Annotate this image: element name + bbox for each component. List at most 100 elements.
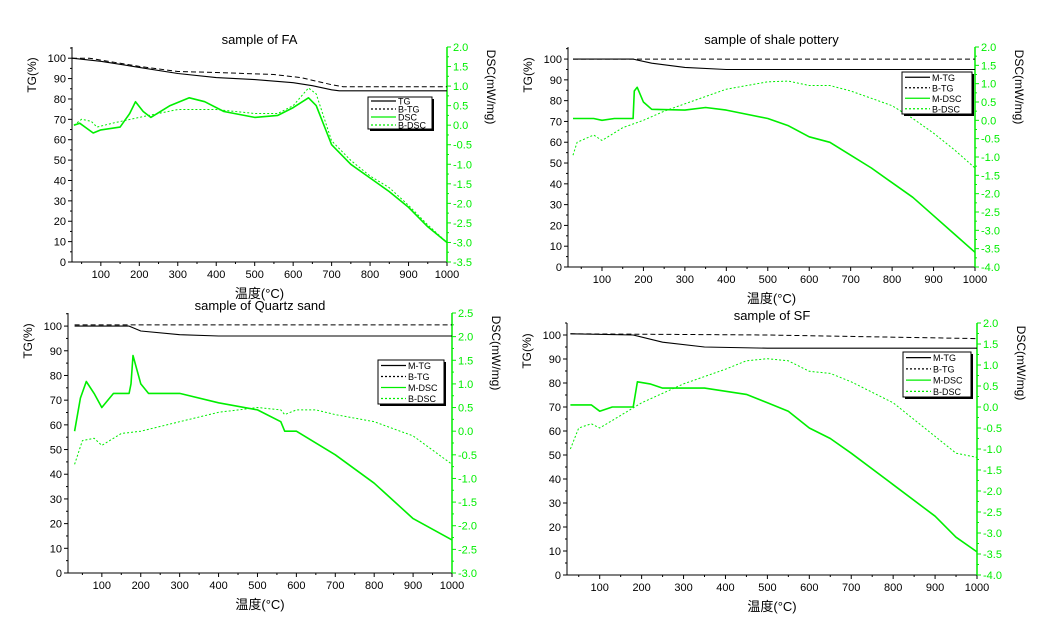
x-tick-label: 200	[632, 582, 650, 594]
legend-label: B-TG	[933, 364, 955, 374]
x-tick-label: 300	[169, 269, 187, 281]
y2-tick-label: 1.5	[983, 339, 998, 351]
y-tick-label: 70	[54, 114, 66, 126]
x-tick-label: 700	[326, 580, 344, 592]
x-tick-label: 500	[758, 582, 776, 594]
series-line-m-dsc	[570, 381, 978, 553]
x-tick-label: 200	[132, 580, 150, 592]
x-tick-label: 800	[361, 269, 379, 281]
series-line-dsc	[73, 97, 448, 244]
y-tick-label: 60	[50, 420, 62, 432]
x-axis-label: 温度(°C)	[747, 291, 796, 306]
y2-tick-label: -2.0	[983, 486, 1002, 498]
y2-tick-label: -3.0	[981, 225, 1000, 237]
y2-tick-label: 0.0	[453, 120, 468, 132]
y2-tick-label: 2.0	[981, 42, 996, 54]
y2-tick-label: -2.0	[981, 189, 1000, 201]
series-line-m-tg	[570, 333, 977, 349]
series-line-tg	[71, 57, 447, 92]
y-axis-label: TG(%)	[521, 57, 535, 92]
x-tick-label: 600	[800, 274, 818, 286]
y2-tick-label: -2.0	[453, 198, 472, 210]
y2-tick-label: 0.5	[983, 381, 998, 393]
legend-label: M-DSC	[932, 94, 962, 104]
legend-label: B-TG	[932, 83, 954, 93]
y-tick-label: 20	[50, 519, 62, 531]
y2-tick-label: -1.0	[981, 152, 1000, 164]
y-tick-label: 60	[54, 135, 66, 147]
y2-tick-label: -1.5	[453, 179, 472, 191]
y2-tick-label: -0.5	[983, 423, 1002, 435]
x-tick-label: 800	[883, 274, 901, 286]
y-axis-label: TG(%)	[520, 333, 534, 368]
chart-title: sample of SF	[734, 308, 811, 323]
y-tick-label: 10	[549, 546, 561, 558]
x-tick-label: 100	[93, 580, 111, 592]
y2-tick-label: 0.5	[458, 403, 473, 415]
series-line-m-dsc	[73, 354, 453, 541]
x-axis-label: 温度(°C)	[235, 286, 284, 301]
x-tick-label: 300	[676, 274, 694, 286]
y2-tick-label: -3.0	[983, 528, 1002, 540]
y-tick-label: 40	[54, 175, 66, 187]
x-tick-label: 100	[92, 269, 110, 281]
y2-tick-label: -4.0	[983, 570, 1002, 582]
y2-tick-label: 2.0	[983, 318, 998, 330]
y-tick-label: 40	[549, 474, 561, 486]
x-tick-label: 400	[717, 274, 735, 286]
y2-tick-label: -0.5	[458, 450, 477, 462]
y2-axis-label: DSC(mW/mg)	[484, 50, 498, 125]
y-tick-label: 90	[549, 354, 561, 366]
x-tick-label: 900	[404, 580, 422, 592]
y2-tick-label: 2.5	[458, 308, 473, 320]
y2-tick-label: -1.0	[983, 444, 1002, 456]
x-tick-label: 800	[365, 580, 383, 592]
legend-label: M-DSC	[933, 376, 963, 386]
y2-tick-label: -3.5	[981, 244, 1000, 256]
x-tick-label: 200	[130, 269, 148, 281]
legend-label: B-DSC	[933, 387, 962, 397]
y2-tick-label: 0.5	[981, 97, 996, 109]
legend-label: B-TG	[398, 105, 420, 115]
y2-tick-label: 0.0	[458, 426, 473, 438]
y-tick-label: 30	[549, 498, 561, 510]
series-line-m-tg	[573, 58, 975, 71]
y-tick-label: 30	[550, 200, 562, 212]
x-tick-label: 800	[884, 582, 902, 594]
y-tick-label: 30	[54, 196, 66, 208]
chart-title: sample of FA	[222, 32, 298, 47]
y2-tick-label: -2.5	[458, 544, 477, 556]
x-tick-label: 1000	[963, 274, 987, 286]
x-tick-label: 400	[209, 580, 227, 592]
y2-tick-label: 0.5	[453, 101, 468, 113]
y-tick-label: 50	[549, 450, 561, 462]
y-tick-label: 0	[56, 568, 62, 580]
x-tick-label: 100	[591, 582, 609, 594]
y2-tick-label: -1.0	[453, 159, 472, 171]
x-tick-label: 700	[841, 274, 859, 286]
y2-tick-label: -0.5	[981, 134, 1000, 146]
y-tick-label: 20	[550, 220, 562, 232]
x-tick-label: 200	[634, 274, 652, 286]
y-tick-label: 100	[48, 53, 66, 65]
y-tick-label: 40	[550, 179, 562, 191]
y-tick-label: 50	[50, 445, 62, 457]
y-tick-label: 70	[549, 402, 561, 414]
y-tick-label: 50	[54, 155, 66, 167]
y-tick-label: 30	[50, 494, 62, 506]
x-tick-label: 1000	[440, 580, 464, 592]
y2-tick-label: 2.0	[458, 332, 473, 344]
legend-label: B-DSC	[932, 104, 961, 114]
x-tick-label: 600	[287, 580, 305, 592]
x-tick-label: 700	[842, 582, 860, 594]
legend-box	[367, 96, 433, 130]
y2-tick-label: 1.0	[983, 360, 998, 372]
legend-label: B-DSC	[398, 121, 427, 131]
y-tick-label: 90	[550, 75, 562, 87]
legend-box	[902, 351, 972, 398]
